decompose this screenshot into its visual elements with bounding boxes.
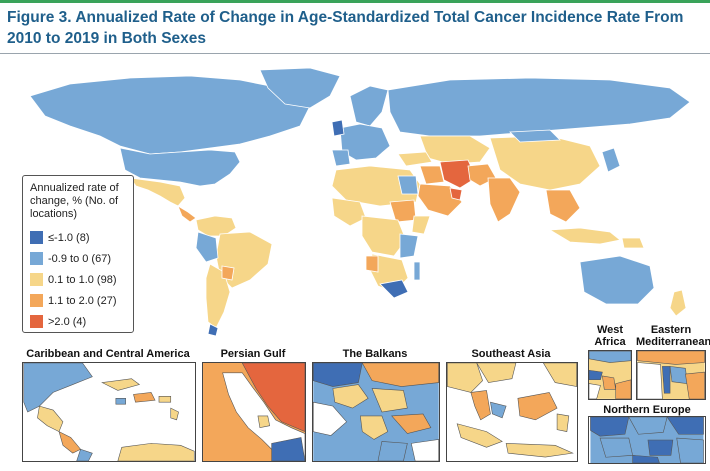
inset-caribbean-map: [22, 362, 196, 462]
region-gulf: [449, 187, 463, 201]
inset-label-persian-gulf: Persian Gulf: [220, 348, 286, 360]
inset-eastern-mediterranean-map: [636, 350, 706, 400]
region-canada: [29, 75, 311, 155]
inset-label-west-africa: West Africa: [594, 324, 626, 348]
legend-item: >2.0 (4): [30, 311, 126, 332]
region-turkey: [397, 151, 433, 167]
region-paraguay: [221, 265, 235, 281]
legend-label: -0.9 to 0 (67): [48, 252, 111, 265]
region-sudan: [389, 199, 417, 223]
region-madagascar: [413, 261, 421, 281]
legend-title: Annualized rate of change, % (No. of loc…: [30, 182, 119, 220]
inset-label-northern-europe: Northern Europe: [603, 404, 691, 416]
world-choropleth-map: [29, 67, 691, 337]
legend-label: 0.1 to 1.0 (98): [48, 273, 117, 286]
region-scandinavia: [349, 85, 389, 127]
legend-label: >2.0 (4): [48, 315, 87, 328]
region-central-america: [177, 205, 197, 223]
map-legend: Annualized rate of change, % (No. of loc…: [22, 175, 134, 333]
region-iberia: [331, 149, 351, 167]
region-greenland: [259, 67, 341, 109]
region-horn-africa: [411, 215, 431, 235]
legend-swatch: [30, 252, 43, 265]
legend-swatch: [30, 315, 43, 328]
inset-label-caribbean: Caribbean and Central America: [26, 348, 190, 360]
inset-persian-gulf-map: [202, 362, 306, 462]
region-uk: [331, 119, 345, 137]
region-japan-korea: [601, 147, 621, 173]
region-angola: [365, 255, 379, 273]
region-south-africa: [379, 279, 409, 299]
inset-label-eastern-mediterranean: Eastern Mediterranean: [636, 324, 710, 348]
region-indonesia: [548, 227, 621, 245]
legend-item: 1.1 to 2.0 (27): [30, 290, 126, 311]
region-mongolia: [509, 129, 561, 143]
region-russia: [387, 77, 691, 137]
region-india: [487, 177, 521, 223]
inset-balkans-map: [312, 362, 440, 462]
region-australia: [579, 255, 655, 305]
top-accent-bar: [0, 0, 710, 3]
legend-item: -0.9 to 0 (67): [30, 248, 126, 269]
region-peru: [195, 231, 219, 263]
region-new-zealand: [669, 289, 687, 317]
legend-item: 0.1 to 1.0 (98): [30, 269, 126, 290]
region-papua-new-guinea: [621, 237, 645, 249]
region-central-africa: [361, 215, 407, 257]
region-south-tip: [207, 323, 219, 337]
region-iraq-levant: [419, 165, 445, 185]
legend-swatch: [30, 294, 43, 307]
inset-label-balkans: The Balkans: [342, 348, 408, 360]
region-egypt: [397, 175, 419, 195]
region-west-africa: [331, 197, 367, 227]
region-colombia-venezuela: [195, 215, 237, 237]
region-mexico: [129, 177, 186, 207]
legend-swatch: [30, 231, 43, 244]
inset-northern-europe-map: [588, 416, 706, 464]
legend-label: 1.1 to 2.0 (27): [48, 294, 117, 307]
inset-label-southeast-asia: Southeast Asia: [471, 348, 551, 360]
legend-label: ≤-1.0 (8): [48, 231, 90, 244]
title-divider: [0, 53, 710, 54]
region-southeast-asia: [545, 189, 581, 223]
legend-item: ≤-1.0 (8): [30, 227, 126, 248]
inset-southeast-asia-map: [446, 362, 578, 462]
legend-swatch: [30, 273, 43, 286]
inset-west-africa-map: [588, 350, 632, 400]
region-east-africa: [399, 233, 419, 259]
region-iran: [439, 159, 477, 189]
figure-title: Figure 3. Annualized Rate of Change in A…: [7, 9, 684, 47]
region-china: [489, 135, 601, 191]
region-usa: [119, 147, 241, 187]
